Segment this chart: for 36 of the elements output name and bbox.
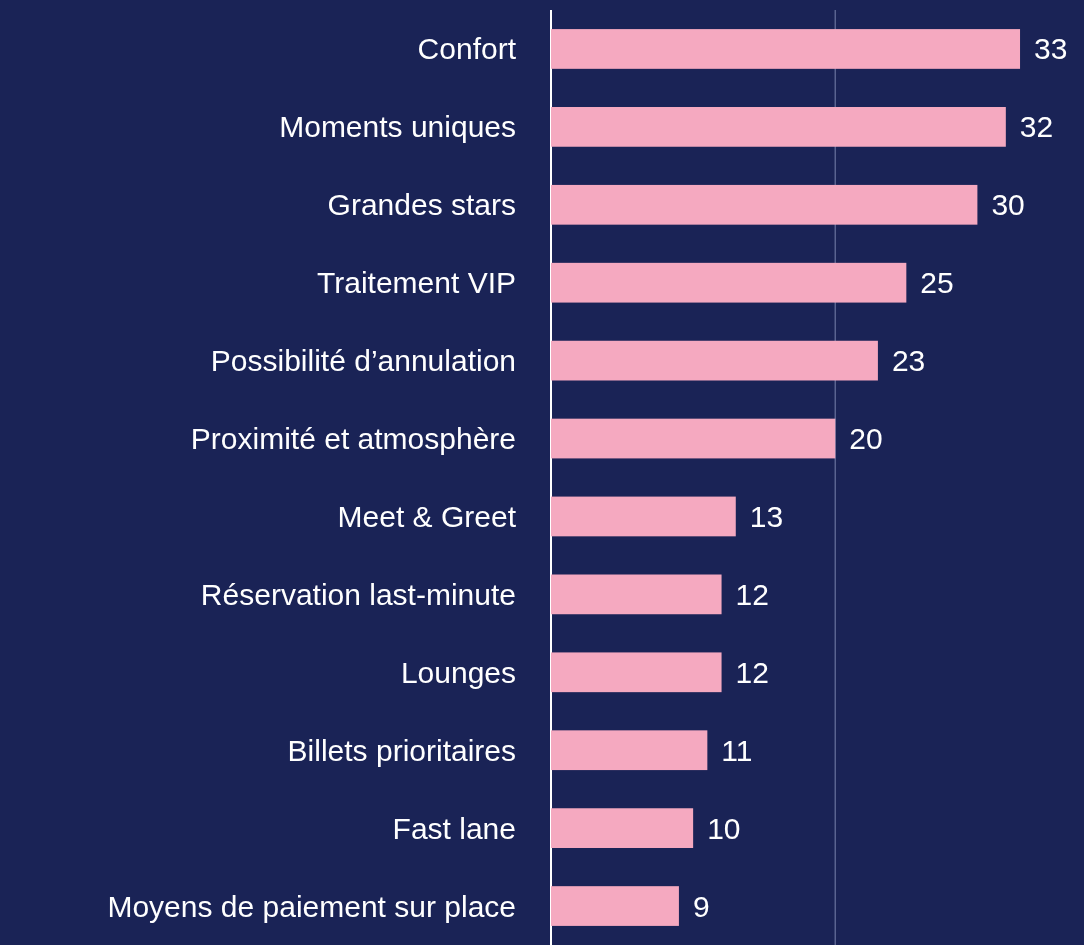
y-tick-label: Moyens de paiement sur place [107, 889, 516, 923]
bar [551, 340, 878, 381]
data-label: 23 [891, 344, 926, 378]
y-tick-label: Lounges [400, 655, 516, 689]
data-label: 13 [749, 499, 784, 533]
data-label: 30 [991, 188, 1025, 222]
bar [551, 886, 679, 926]
data-label: 11 [721, 733, 753, 767]
y-tick-label: Proximité et atmosphère [190, 422, 516, 456]
data-label: 20 [849, 422, 883, 456]
y-tick-label: Billets prioritaires [287, 733, 516, 767]
data-label: 12 [735, 577, 769, 611]
y-tick-label: Possibilité d’annulation [210, 344, 516, 378]
bar [551, 262, 907, 303]
y-tick-label: Confort [417, 32, 517, 66]
y-tick-label: Réservation last-minute [200, 577, 516, 611]
y-tick-label: Traitement VIP [317, 266, 516, 300]
bar [551, 808, 694, 848]
data-label: 12 [735, 655, 769, 689]
y-tick-label: Moments uniques [279, 110, 516, 144]
data-label: 10 [707, 811, 741, 845]
bar [551, 29, 1021, 69]
data-label: 32 [1019, 110, 1054, 144]
y-tick-label: Grandes stars [327, 188, 516, 222]
bar [551, 184, 978, 225]
data-label: 33 [1034, 32, 1068, 66]
y-tick-label: Meet & Greet [337, 499, 517, 533]
y-tick-label: Fast lane [392, 811, 516, 845]
bar [551, 496, 736, 537]
bar [551, 574, 722, 615]
bar [551, 418, 836, 459]
data-label: 25 [920, 266, 954, 300]
bar [551, 652, 722, 693]
bar [551, 107, 1006, 147]
bar [551, 730, 708, 771]
data-label: 9 [692, 889, 710, 923]
